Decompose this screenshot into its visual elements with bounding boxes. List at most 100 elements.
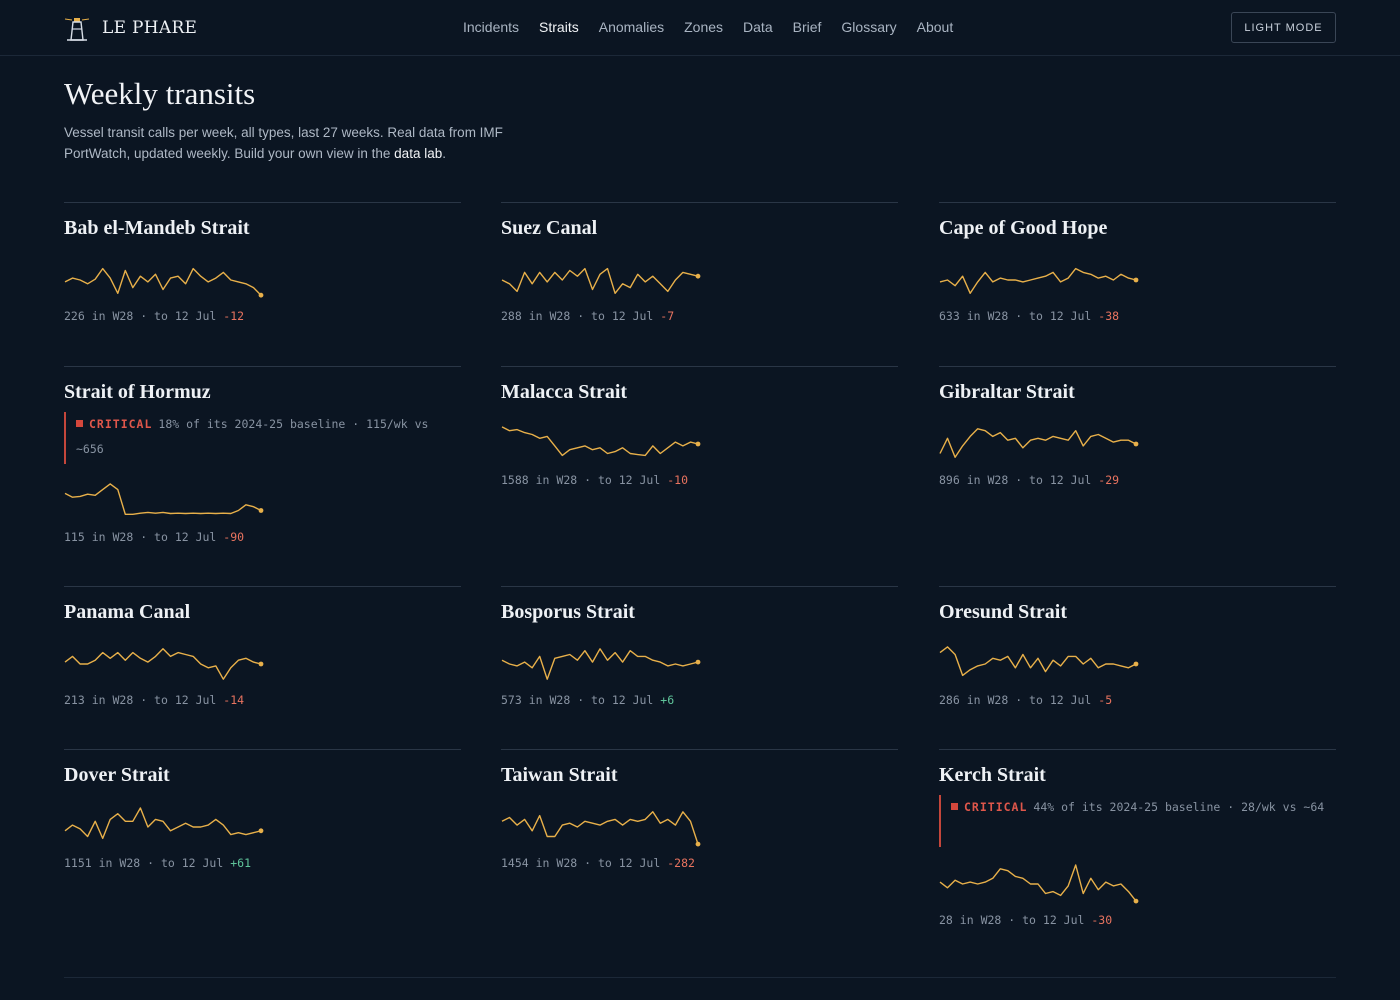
transit-meta: 1588 in W28 · to 12 Jul -10: [501, 473, 688, 487]
latest-date: 12 Jul: [174, 530, 217, 544]
critical-alert: CRITICAL 18% of its 2024-25 baseline · 11…: [64, 412, 461, 464]
week-delta: -5: [1098, 693, 1113, 707]
brand-logo[interactable]: LE PHARE: [64, 14, 197, 42]
strait-name: Malacca Strait: [501, 381, 628, 403]
transit-meta: 896 in W28 · to 12 Jul -29: [939, 473, 1120, 487]
latest-count: 288: [501, 309, 522, 323]
sparkline-latest-dot: [258, 292, 264, 298]
latest-date: 12 Jul: [611, 693, 654, 707]
lighthouse-icon: [64, 18, 90, 41]
light-mode-button[interactable]: Light mode: [1231, 12, 1336, 43]
strait-name: Taiwan Strait: [501, 764, 618, 786]
latest-date: 12 Jul: [174, 693, 217, 707]
week-delta: +61: [230, 856, 251, 870]
sparkline-latest-dot: [1133, 661, 1139, 667]
nav-item-incidents[interactable]: Incidents: [463, 19, 520, 35]
strait-card-taiwan-strait[interactable]: Taiwan Strait 1454 in W28 · to 12 Jul -28…: [501, 749, 898, 870]
transit-sparkline: [64, 483, 264, 515]
transit-meta: 28 in W28 · to 12 Jul -30: [939, 913, 1113, 927]
sparkline-latest-dot: [258, 661, 264, 667]
transit-meta: 213 in W28 · to 12 Jul -14: [64, 693, 245, 707]
latest-week: W28: [112, 530, 134, 544]
sparkline-path: [64, 483, 262, 515]
strait-card-dover-strait[interactable]: Dover Strait 1151 in W28 · to 12 Jul +61: [64, 749, 461, 870]
latest-count: 286: [939, 693, 960, 707]
alert-square-icon: [951, 803, 958, 810]
transit-sparkline: [64, 267, 264, 298]
strait-card-suez-canal[interactable]: Suez Canal 288 in W28 · to 12 Jul -7: [501, 202, 898, 323]
intro-text: Vessel transit calls per week, all types…: [64, 125, 503, 161]
latest-week: W28: [987, 693, 1009, 707]
latest-count: 1454: [501, 856, 529, 870]
strait-card-cape-of-good-hope[interactable]: Cape of Good Hope 633 in W28 · to 12 Jul …: [939, 202, 1336, 323]
transit-meta: 288 in W28 · to 12 Jul -7: [501, 309, 675, 323]
strait-card-panama-canal[interactable]: Panama Canal 213 in W28 · to 12 Jul -14: [64, 586, 461, 707]
latest-week: W28: [119, 856, 141, 870]
strait-card-oresund-strait[interactable]: Oresund Strait 286 in W28 · to 12 Jul -5: [939, 586, 1336, 707]
page-intro: Vessel transit calls per week, all types…: [64, 122, 534, 164]
latest-date: 12 Jul: [174, 309, 217, 323]
latest-date: 12 Jul: [611, 309, 654, 323]
alert-level: CRITICAL: [964, 800, 1028, 814]
strait-card-kerch-strait[interactable]: Kerch Strait CRITICAL 44% of its 2024-25 b…: [939, 749, 1336, 927]
week-delta: -10: [667, 473, 688, 487]
sparkline-latest-dot: [1133, 898, 1139, 904]
transit-sparkline: [501, 811, 701, 847]
strait-card-strait-of-hormuz[interactable]: Strait of Hormuz CRITICAL 18% of its 2024-…: [64, 366, 461, 544]
nav-item-straits[interactable]: Straits: [539, 19, 579, 35]
transit-sparkline: [939, 428, 1139, 458]
latest-count: 213: [64, 693, 85, 707]
alert-level: CRITICAL: [89, 417, 153, 431]
week-delta: -38: [1098, 309, 1120, 323]
sparkline-latest-dot: [258, 508, 264, 513]
sparkline-path: [501, 648, 699, 680]
week-delta: -29: [1098, 473, 1120, 487]
latest-date: 12 Jul: [1049, 473, 1092, 487]
alert-square-icon: [76, 420, 83, 427]
sparkline-path: [64, 807, 262, 840]
latest-date: 12 Jul: [1049, 693, 1092, 707]
latest-week: W28: [987, 309, 1009, 323]
transit-meta: 573 in W28 · to 12 Jul +6: [501, 693, 675, 707]
transit-sparkline: [939, 864, 1139, 904]
latest-count: 1588: [501, 473, 529, 487]
transit-meta: 115 in W28 · to 12 Jul -90: [64, 530, 245, 544]
latest-date: 12 Jul: [181, 856, 224, 870]
nav-item-brief[interactable]: Brief: [792, 19, 822, 35]
nav-item-glossary[interactable]: Glossary: [841, 19, 897, 35]
nav-item-data[interactable]: Data: [743, 19, 773, 35]
strait-name: Dover Strait: [64, 764, 170, 786]
alert-text: 44% of its 2024-25 baseline · 28/wk vs ~…: [1033, 800, 1325, 814]
strait-card-gibraltar-strait[interactable]: Gibraltar Strait 896 in W28 · to 12 Jul -…: [939, 366, 1336, 487]
transit-sparkline: [939, 267, 1139, 294]
latest-count: 115: [64, 530, 85, 544]
strait-card-malacca-strait[interactable]: Malacca Strait 1588 in W28 · to 12 Jul -1…: [501, 366, 898, 487]
sparkline-path: [501, 426, 699, 457]
main-nav: Incidents Straits Anomalies Zones Data Brief G…: [463, 19, 953, 35]
latest-week: W28: [556, 473, 578, 487]
sparkline-path: [64, 648, 262, 680]
latest-count: 226: [64, 309, 85, 323]
latest-count: 28: [939, 913, 953, 927]
strait-name: Panama Canal: [64, 601, 191, 623]
week-delta: -7: [660, 309, 675, 323]
strait-card-bosporus-strait[interactable]: Bosporus Strait 573 in W28 · to 12 Jul +6: [501, 586, 898, 707]
transit-meta: 286 in W28 · to 12 Jul -5: [939, 693, 1113, 707]
transit-sparkline: [501, 267, 701, 294]
sparkline-path: [501, 811, 699, 845]
sparkline-latest-dot: [1133, 277, 1139, 283]
strait-card-bab-el-mandeb-strait[interactable]: Bab el-Mandeb Strait 226 in W28 · to 12 J…: [64, 202, 461, 323]
latest-week: W28: [987, 473, 1009, 487]
latest-week: W28: [556, 856, 578, 870]
data-lab-link[interactable]: data lab: [394, 146, 443, 161]
latest-count: 896: [939, 473, 960, 487]
latest-week: W28: [112, 693, 134, 707]
week-delta: -14: [223, 693, 245, 707]
nav-item-zones[interactable]: Zones: [684, 19, 724, 35]
nav-item-anomalies[interactable]: Anomalies: [598, 19, 665, 35]
strait-name: Strait of Hormuz: [64, 381, 211, 403]
brand-name: LE PHARE: [102, 18, 198, 38]
page-title: Weekly transits: [64, 76, 256, 111]
nav-item-about[interactable]: About: [916, 19, 954, 35]
transit-sparkline: [501, 648, 701, 680]
